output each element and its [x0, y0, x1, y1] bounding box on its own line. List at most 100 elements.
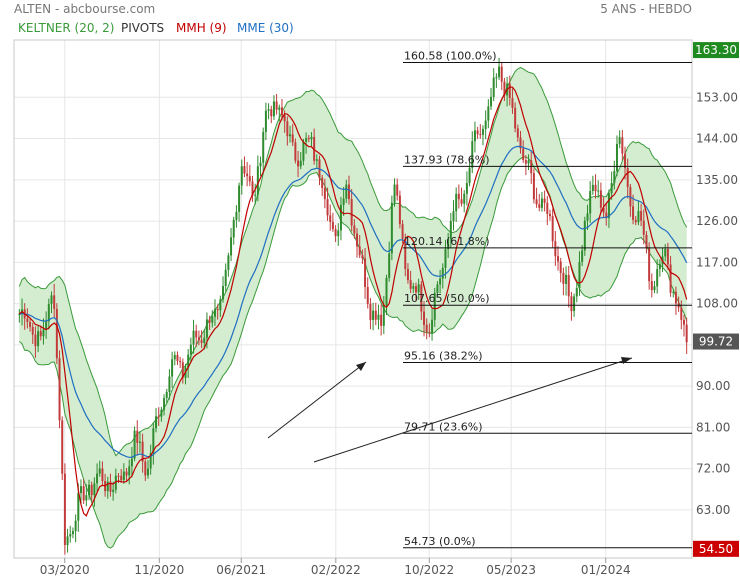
candle-body	[195, 330, 198, 338]
candle-body	[546, 202, 549, 214]
candle-body	[128, 466, 131, 476]
candle-body	[37, 331, 40, 347]
candlesticks	[18, 57, 688, 555]
candle-body	[63, 473, 66, 546]
candle-body	[141, 441, 144, 462]
candle-body	[138, 441, 141, 443]
candle-body	[377, 314, 380, 320]
candle-body	[307, 137, 310, 140]
candle-body	[155, 416, 158, 429]
candle-body	[230, 237, 233, 256]
candle-body	[310, 136, 313, 140]
legend-mme[interactable]: MME (30)	[237, 21, 294, 35]
candle-body	[112, 489, 115, 492]
candle-body	[329, 215, 332, 222]
candle-body	[299, 160, 302, 167]
candle-body	[476, 130, 479, 135]
candle-body	[433, 292, 436, 320]
candle-body	[160, 409, 163, 417]
trend-arrow-2	[313, 357, 633, 463]
y-axis: 63.0072.0081.0090.0099.00108.00117.00126…	[696, 90, 738, 517]
candle-body	[71, 531, 74, 535]
candle-body	[130, 458, 133, 467]
y-tick-label: 144.00	[696, 132, 738, 146]
candle-body	[436, 284, 439, 293]
candle-body	[264, 110, 267, 132]
candle-body	[114, 475, 117, 490]
candle-body	[53, 295, 56, 309]
candle-body	[358, 246, 361, 256]
legend-mmh[interactable]: MMH (9)	[176, 21, 227, 35]
candle-body	[645, 234, 648, 248]
candle-body	[353, 225, 356, 234]
x-axis: 03/2020 11/2020 06/2021 02/2022 10/2022 05/20…	[40, 558, 631, 577]
candle-body	[117, 475, 120, 477]
x-tick-label: 10/2022	[404, 563, 454, 577]
fib-label: 107.65 (50.0%)	[404, 292, 490, 305]
y-tick-label: 81.00	[696, 420, 730, 434]
candle-body	[441, 267, 444, 279]
candle-body	[543, 198, 546, 203]
x-tick-label: 11/2020	[134, 563, 184, 577]
candle-body	[664, 248, 667, 257]
candle-body	[621, 137, 624, 154]
candle-body	[463, 193, 466, 204]
candle-body	[259, 162, 262, 167]
candle-body	[297, 160, 300, 167]
candle-body	[653, 286, 656, 291]
candle-body	[468, 167, 471, 184]
candle-body	[412, 286, 415, 289]
candle-body	[540, 198, 543, 208]
candle-body	[648, 247, 651, 282]
candle-body	[270, 109, 273, 117]
fib-label: 79.71 (23.6%)	[404, 420, 483, 433]
candle-body	[406, 268, 409, 281]
candle-body	[388, 253, 391, 278]
candle-body	[685, 324, 688, 343]
candle-body	[248, 176, 251, 182]
candle-body	[179, 360, 182, 363]
legend-pivots[interactable]: PIVOTS	[121, 21, 165, 35]
candle-body	[251, 181, 254, 196]
candle-body	[624, 153, 627, 169]
candle-body	[272, 101, 275, 117]
candle-body	[364, 258, 367, 287]
candle-body	[401, 224, 404, 239]
trend-arrows	[267, 357, 633, 463]
candle-body	[516, 128, 519, 138]
candle-body	[280, 107, 283, 116]
candle-body	[133, 430, 136, 459]
candle-body	[447, 238, 450, 250]
arrow-head-2	[621, 357, 632, 364]
candle-body	[216, 309, 219, 311]
candle-body	[423, 311, 426, 325]
y-tick-label: 126.00	[696, 214, 738, 228]
price-tag-label: 163.30	[695, 43, 737, 57]
candle-body	[47, 303, 50, 322]
candle-body	[152, 428, 155, 454]
candle-body	[519, 137, 522, 149]
candle-body	[109, 481, 112, 492]
candle-body	[149, 453, 152, 469]
candle-body	[366, 286, 369, 304]
candle-body	[42, 329, 45, 337]
candle-body	[347, 184, 350, 200]
candle-body	[578, 261, 581, 288]
candle-body	[61, 420, 64, 474]
candle-body	[656, 269, 659, 287]
candle-body	[55, 308, 58, 359]
candle-body	[404, 238, 407, 269]
candle-body	[567, 274, 570, 297]
timeframe-label[interactable]: 5 ANS - HEBDO	[600, 2, 692, 16]
candle-body	[222, 286, 225, 300]
candle-body	[69, 534, 72, 537]
candle-body	[321, 177, 324, 189]
candle-body	[538, 204, 541, 208]
candle-body	[597, 190, 600, 192]
x-tick-label: 06/2021	[216, 563, 266, 577]
candle-body	[79, 486, 82, 494]
candle-body	[669, 264, 672, 293]
candle-body	[88, 484, 91, 496]
legend-keltner[interactable]: KELTNER (20, 2)	[18, 21, 115, 35]
